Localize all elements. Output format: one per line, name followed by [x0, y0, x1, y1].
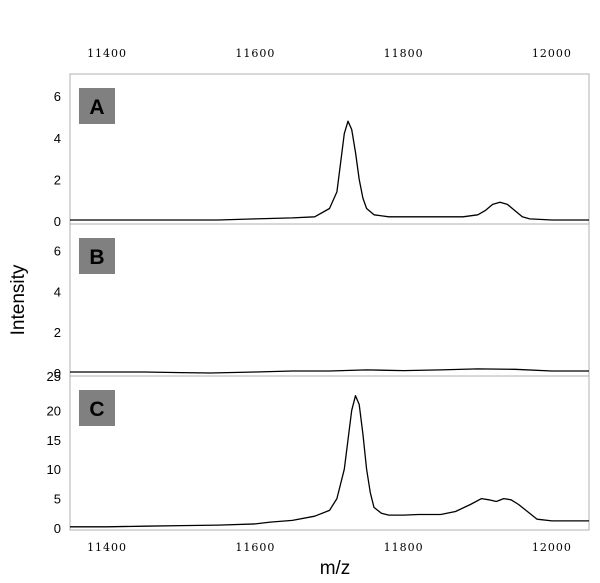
- y-tick-label: 6: [54, 89, 61, 104]
- y-tick-label: 0: [54, 214, 61, 229]
- x-tick-label-top: 11400: [87, 47, 127, 60]
- x-tick-label-top: 11600: [235, 47, 275, 60]
- panel-a: 0 2 4 6 A: [54, 88, 589, 229]
- x-tick-label-bottom: 12000: [532, 541, 572, 554]
- y-tick-label: 2: [54, 172, 61, 187]
- panel-label-box: [79, 390, 115, 426]
- y-tick-label: 20: [47, 403, 61, 418]
- top-x-axis: 11400 11600 11800 12000: [87, 47, 572, 60]
- panel-c: 0 5 10 15 20 25 C: [47, 369, 589, 536]
- panel-b: 0 2 4 6 B: [54, 238, 589, 381]
- y-tick-label: 5: [54, 492, 61, 507]
- plot-border: [69, 73, 590, 531]
- spectrum-line-c: [70, 395, 589, 528]
- panels: 0 2 4 6 A 0 2 4 6 B 0 5 10 15 20 25 C: [47, 88, 589, 536]
- y-tick-label: 0: [54, 366, 61, 381]
- x-axis-title: m/z: [320, 558, 351, 579]
- y-tick-label: 6: [54, 244, 61, 259]
- x-tick-label-bottom: 11600: [235, 541, 275, 554]
- panel-label: B: [89, 246, 104, 269]
- spectrum-line-a: [70, 120, 589, 221]
- bottom-x-axis: 11400 11600 11800 12000: [87, 541, 572, 554]
- y-tick-label: 4: [54, 284, 61, 299]
- y-axis-title: Intensity: [8, 264, 29, 335]
- x-tick-label-bottom: 11800: [384, 541, 424, 554]
- y-tick-label: 10: [47, 462, 61, 477]
- y-tick-label-partial: 25: [47, 369, 61, 384]
- panel-label: A: [89, 96, 104, 119]
- panel-label-box: [79, 238, 115, 274]
- chart-frame: [69, 73, 590, 531]
- spectrum-line-b: [70, 368, 589, 374]
- y-tick-label: 4: [54, 131, 61, 146]
- x-tick-label-top: 11800: [384, 47, 424, 60]
- x-tick-label-bottom: 11400: [87, 541, 127, 554]
- y-tick-label: 15: [47, 433, 61, 448]
- y-tick-label: 0: [54, 521, 61, 536]
- panel-label-box: [79, 88, 115, 124]
- panel-label: C: [89, 398, 104, 421]
- x-tick-label-top: 12000: [532, 47, 572, 60]
- y-tick-label: 2: [54, 325, 61, 340]
